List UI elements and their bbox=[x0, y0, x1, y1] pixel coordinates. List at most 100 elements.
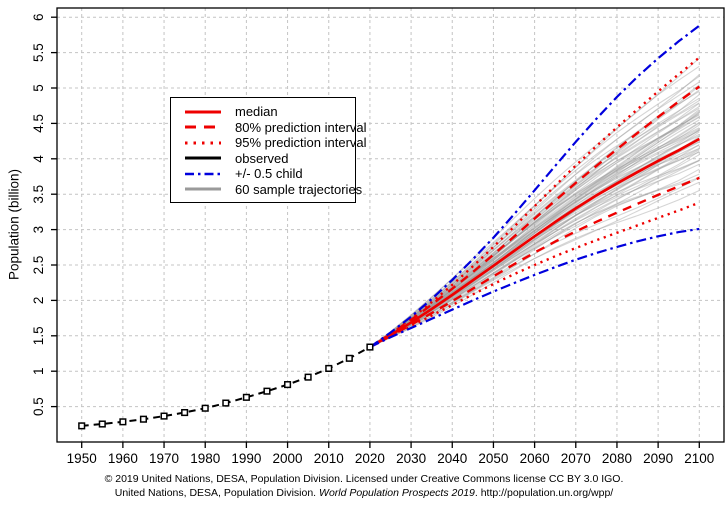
y-tick-label: 6 bbox=[31, 13, 46, 21]
observed-point-marker bbox=[345, 354, 353, 362]
pi80-lower-line bbox=[369, 176, 700, 349]
legend-label: 95% prediction interval bbox=[235, 135, 367, 151]
observed-point-marker bbox=[139, 415, 148, 423]
caption-italic-title: World Population Prospects 2019 bbox=[319, 486, 475, 499]
halfchild-line-sample-icon bbox=[185, 172, 221, 176]
y-axis-ticks: 0.5 1 1.5 2 2.5 3 3.5 4 4.5 5 5.5 6 bbox=[31, 13, 57, 416]
x-tick-label: 2070 bbox=[561, 451, 591, 466]
x-tick-label: 2000 bbox=[273, 451, 303, 466]
observed-point-marker bbox=[284, 381, 292, 389]
x-tick-label: 1970 bbox=[149, 451, 179, 466]
observed-point-marker bbox=[242, 393, 250, 401]
legend-item-observed: observed bbox=[184, 151, 355, 167]
pi95-lower-line bbox=[369, 201, 700, 349]
legend-label: +/- 0.5 child bbox=[235, 166, 303, 182]
prediction-interval-lines bbox=[369, 56, 701, 349]
sample-trajectory bbox=[369, 102, 700, 348]
observed-line bbox=[78, 343, 374, 430]
observed-point-marker bbox=[304, 373, 312, 381]
plot-border bbox=[56, 7, 725, 443]
observed-point-marker bbox=[181, 408, 189, 417]
gridlines bbox=[57, 8, 724, 442]
sample-trajectory bbox=[369, 128, 700, 348]
legend-label: 80% prediction interval bbox=[235, 119, 367, 135]
sample-trajectory bbox=[369, 159, 700, 348]
legend-item-pi95: 95% prediction interval bbox=[184, 135, 367, 151]
x-tick-label: 2060 bbox=[520, 451, 550, 466]
sample-trajectory bbox=[369, 127, 700, 348]
sample-trajectory bbox=[369, 57, 700, 348]
y-tick-label: 1 bbox=[31, 367, 46, 375]
y-tick-label: 2.5 bbox=[31, 256, 46, 275]
caption-line-2: United Nations, DESA, Population Divisio… bbox=[114, 486, 614, 499]
y-tick-label: 4.5 bbox=[31, 114, 46, 133]
observed-point-marker bbox=[222, 399, 230, 407]
sample-trajectory bbox=[369, 150, 700, 348]
y-tick-label: 3.5 bbox=[31, 185, 46, 204]
sample-trajectory bbox=[369, 160, 700, 348]
legend-item-median: median bbox=[184, 104, 355, 120]
sample-trajectory bbox=[369, 154, 700, 348]
pi80-line-sample-icon bbox=[185, 125, 221, 129]
observed-point-marker bbox=[325, 364, 333, 372]
x-tick-label: 2040 bbox=[437, 451, 467, 466]
observed-point-marker bbox=[366, 343, 374, 351]
x-tick-label: 2090 bbox=[643, 451, 673, 466]
sample-trajectory bbox=[369, 89, 700, 348]
y-tick-label: 5 bbox=[31, 84, 46, 92]
legend-label: median bbox=[235, 104, 278, 120]
x-tick-label: 2100 bbox=[684, 451, 714, 466]
sample-trajectory bbox=[369, 130, 700, 348]
pi95-line-sample-icon bbox=[185, 141, 221, 145]
observed-dashed-line bbox=[81, 346, 371, 427]
pi95-upper-line bbox=[369, 56, 701, 349]
y-tick-label: 2 bbox=[31, 297, 46, 305]
sample-trajectory bbox=[369, 122, 700, 348]
trajectory-line-sample-icon bbox=[185, 187, 221, 191]
y-tick-label: 1.5 bbox=[31, 326, 46, 345]
observed-point-marker bbox=[98, 420, 106, 428]
observed-point-marker bbox=[201, 404, 209, 412]
sample-trajectory bbox=[369, 163, 700, 348]
y-tick-label: 4 bbox=[31, 155, 46, 163]
y-tick-label: 0.5 bbox=[31, 397, 46, 416]
sample-trajectory bbox=[369, 189, 700, 348]
x-tick-label: 1950 bbox=[67, 451, 97, 466]
observed-point-marker bbox=[263, 387, 271, 395]
y-tick-label: 3 bbox=[31, 226, 46, 234]
legend-item-trajectory: 60 sample trajectories bbox=[184, 182, 362, 198]
sample-trajectory bbox=[369, 159, 700, 348]
x-tick-label: 2050 bbox=[478, 451, 508, 466]
legend-label: observed bbox=[235, 150, 289, 166]
x-axis-ticks: 1950 1960 1970 1980 1990 2000 2010 2020 2030 2040… bbox=[67, 442, 714, 466]
sample-trajectory bbox=[369, 121, 700, 348]
legend-box: median 80% prediction interval 95% predict… bbox=[170, 97, 367, 203]
x-tick-label: 2030 bbox=[396, 451, 426, 466]
halfchild-upper-line bbox=[369, 24, 700, 348]
observed-point-marker bbox=[160, 412, 168, 420]
y-tick-label: 5.5 bbox=[31, 43, 46, 62]
x-tick-label: 2080 bbox=[602, 451, 632, 466]
legend-item-pi80: 80% prediction interval bbox=[184, 120, 367, 136]
half-child-lines bbox=[369, 24, 700, 349]
source-caption: © 2019 United Nations, DESA, Population … bbox=[0, 473, 728, 500]
x-tick-label: 1990 bbox=[231, 451, 261, 466]
x-tick-label: 1980 bbox=[190, 451, 220, 466]
median-projection-line bbox=[369, 137, 700, 349]
halfchild-lower-line bbox=[369, 227, 700, 349]
x-tick-label: 2010 bbox=[314, 451, 344, 466]
legend-label: 60 sample trajectories bbox=[235, 181, 363, 197]
median-line bbox=[369, 137, 700, 349]
pi80-upper-line bbox=[369, 85, 701, 349]
x-tick-label: 2020 bbox=[355, 451, 385, 466]
sample-trajectory bbox=[369, 124, 700, 348]
median-line-sample-icon bbox=[185, 110, 221, 114]
observed-point-marker bbox=[119, 418, 127, 426]
observed-point-marker bbox=[78, 422, 86, 430]
caption-line-1: © 2019 United Nations, DESA, Population … bbox=[104, 473, 624, 485]
y-axis-title: Population (billion) bbox=[6, 168, 22, 281]
observed-line-sample-icon bbox=[185, 156, 221, 160]
x-tick-label: 1960 bbox=[108, 451, 138, 466]
